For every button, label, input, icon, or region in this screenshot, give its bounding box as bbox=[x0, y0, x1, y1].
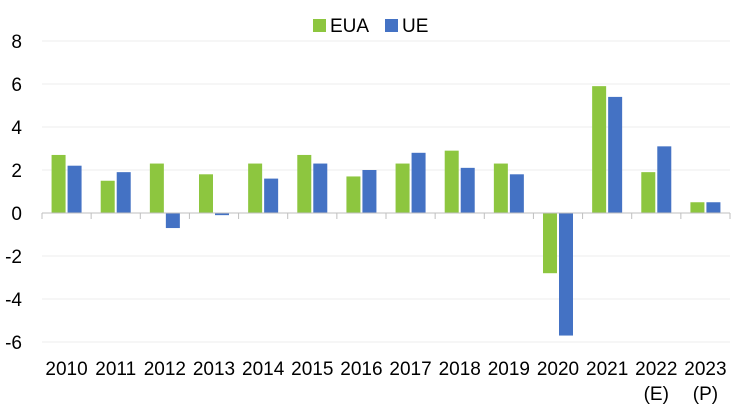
y-tick-label: 8 bbox=[11, 32, 22, 53]
bar-ue-2012 bbox=[165, 213, 180, 229]
x-tick-label: (P) bbox=[693, 384, 718, 405]
bar-ue-2014 bbox=[264, 178, 279, 213]
y-tick-label: 0 bbox=[11, 204, 22, 225]
bars bbox=[51, 86, 721, 336]
bar-ue-2016 bbox=[362, 170, 377, 213]
bar-ue-2021 bbox=[608, 96, 623, 213]
bar-ue-2010 bbox=[67, 165, 82, 213]
x-tick-label: 2015 bbox=[291, 359, 333, 380]
x-tick-label: 2010 bbox=[45, 359, 87, 380]
bar-ue-2011 bbox=[116, 172, 131, 213]
x-tick-label: 2017 bbox=[389, 359, 431, 380]
legend-label-ue: UE bbox=[402, 16, 428, 37]
x-tick-label: 2023 bbox=[684, 359, 726, 380]
bar-ue-2020 bbox=[559, 213, 573, 336]
y-axis-tick-labels: 8 6 4 2 0 -2 -4 -6 bbox=[5, 32, 22, 354]
x-tick-label: 2022 bbox=[635, 359, 677, 380]
y-tick-label: 2 bbox=[11, 161, 22, 182]
y-tick-label: -6 bbox=[5, 333, 22, 354]
bar-eua-2018 bbox=[444, 150, 459, 213]
legend-swatch-eua bbox=[313, 19, 326, 32]
x-tick-label: 2020 bbox=[537, 359, 579, 380]
gridlines bbox=[42, 40, 730, 343]
bar-eua-2012 bbox=[149, 163, 164, 213]
x-axis bbox=[41, 212, 731, 219]
y-tick-label: 4 bbox=[11, 118, 22, 139]
x-tick-label: 2011 bbox=[95, 359, 136, 380]
x-tick-label: 2018 bbox=[439, 359, 481, 380]
bar-ue-2019 bbox=[509, 174, 524, 213]
bar-eua-2022 bbox=[641, 172, 656, 213]
x-axis-tick-labels: 2010 2011 2012 2013 2014 2015 2016 2017 2018 2019… bbox=[45, 359, 726, 405]
x-tick-label: 2014 bbox=[242, 359, 285, 380]
y-tick-label: -2 bbox=[5, 247, 22, 268]
bar-eua-2011 bbox=[100, 180, 115, 213]
y-tick-label: -4 bbox=[5, 290, 22, 311]
x-tick-label: 2021 bbox=[586, 359, 628, 380]
bar-eua-2010 bbox=[51, 154, 66, 213]
bar-eua-2019 bbox=[493, 163, 508, 213]
bar-ue-2022 bbox=[657, 146, 672, 213]
legend: EUA UE bbox=[313, 16, 428, 37]
bar-eua-2013 bbox=[199, 174, 213, 213]
bar-ue-2013 bbox=[215, 213, 229, 216]
bar-eua-2020 bbox=[543, 213, 557, 274]
x-tick-label: (E) bbox=[644, 384, 669, 405]
bar-eua-2023 bbox=[690, 202, 705, 213]
bar-ue-2018 bbox=[460, 167, 475, 213]
bar-eua-2017 bbox=[395, 163, 410, 213]
y-tick-label: 6 bbox=[11, 75, 22, 96]
bar-eua-2021 bbox=[592, 86, 607, 213]
legend-swatch-ue bbox=[385, 19, 398, 32]
bar-eua-2014 bbox=[248, 163, 263, 213]
x-tick-label: 2019 bbox=[488, 359, 530, 380]
x-tick-label: 2016 bbox=[340, 359, 382, 380]
x-tick-label: 2013 bbox=[193, 359, 235, 380]
bar-ue-2015 bbox=[313, 163, 328, 213]
legend-label-eua: EUA bbox=[330, 16, 369, 37]
bar-eua-2015 bbox=[297, 154, 312, 213]
bar-ue-2023 bbox=[706, 202, 721, 213]
x-tick-label: 2012 bbox=[144, 359, 186, 380]
bar-ue-2017 bbox=[411, 152, 426, 213]
bar-eua-2016 bbox=[346, 176, 361, 213]
